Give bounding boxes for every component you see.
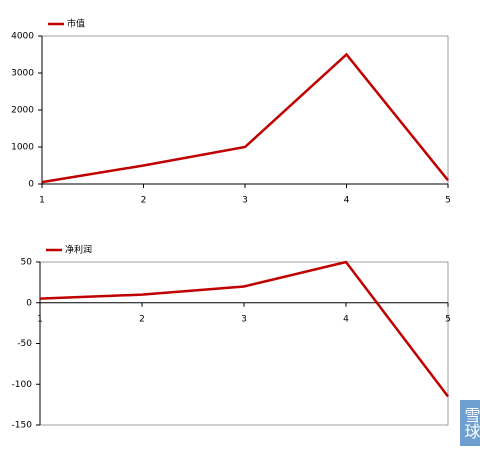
x-tick-label: 5 [445,196,451,206]
y-tick-label: -150 [12,421,33,431]
x-tick-label: 2 [139,314,145,324]
legend-label: 净利润 [65,244,92,256]
x-tick-label: 1 [39,196,45,206]
series-line [41,52,449,184]
watermark-badge [460,400,480,446]
x-tick-label: 4 [344,196,350,206]
y-tick-label: 3000 [11,69,34,79]
y-tick-label: 50 [21,258,33,268]
y-tick-label: 4000 [11,32,34,42]
y-tick-label: -50 [17,339,32,349]
x-tick-label: 1 [37,314,43,324]
y-tick-label: 0 [28,180,34,190]
x-tick-label: 2 [141,196,147,206]
y-tick-label: 1000 [11,143,34,153]
y-tick-label: -100 [12,380,33,390]
y-tick-label: 2000 [11,106,34,116]
x-tick-label: 4 [343,314,349,324]
x-tick-label: 3 [242,196,248,206]
watermark: 雪球 [462,407,480,439]
x-tick-label: 5 [445,314,451,324]
x-tick-label: 3 [241,314,247,324]
y-tick-label: 0 [26,298,32,308]
series-line [39,260,449,398]
legend-label: 市值 [67,18,85,30]
